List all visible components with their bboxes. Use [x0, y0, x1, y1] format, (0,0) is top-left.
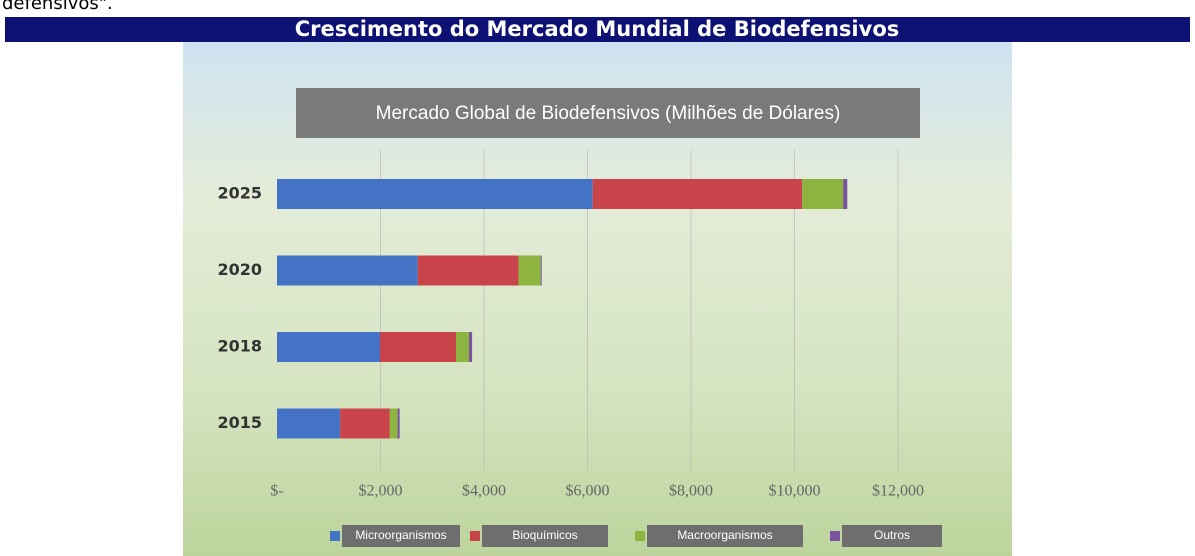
bar-segment [469, 332, 472, 362]
y-tick-label: 2020 [217, 260, 262, 279]
y-tick-label: 2015 [217, 413, 262, 432]
bar-segment [456, 332, 469, 362]
bar-segment [843, 179, 847, 209]
page: defensivos". Crescimento do Mercado Mund… [0, 0, 1195, 556]
chart: defensivos". Crescimento do Mercado Mund… [0, 0, 1195, 556]
x-tick-label: $8,000 [669, 483, 713, 500]
y-tick-label: 2025 [217, 184, 262, 203]
bar-segment [277, 179, 593, 209]
y-tick-label: 2018 [217, 337, 262, 356]
legend-swatch [635, 531, 645, 541]
bar-segment [418, 256, 519, 286]
bar-segment [380, 332, 456, 362]
legend-label: Microorganismos [355, 528, 446, 542]
x-tick-label: $2,000 [359, 483, 403, 500]
bar-segment [390, 409, 398, 439]
legend-swatch [470, 531, 480, 541]
text-fragment: defensivos". [2, 0, 113, 14]
legend-swatch [330, 531, 340, 541]
bar-segment [541, 256, 542, 286]
x-tick-label: $4,000 [462, 483, 506, 500]
x-tick-label: $12,000 [872, 483, 924, 500]
legend-label: Outros [874, 528, 910, 542]
legend-label: Macroorganismos [677, 528, 772, 542]
bar-segment [277, 332, 380, 362]
bar-segment [802, 179, 843, 209]
x-tick-label: $6,000 [566, 483, 610, 500]
banner-title: Crescimento do Mercado Mundial de Biodef… [295, 17, 900, 41]
x-tick-label: $10,000 [769, 483, 821, 500]
chart-title: Mercado Global de Biodefensivos (Milhões… [376, 103, 841, 124]
bar-segment [277, 256, 418, 286]
bar-segment [277, 409, 340, 439]
bar-segment [593, 179, 803, 209]
bar-segment [398, 409, 400, 439]
bar-segment [340, 409, 390, 439]
x-tick-label: $- [270, 483, 283, 500]
legend-label: Bioquímicos [512, 528, 577, 542]
legend-swatch [830, 531, 840, 541]
bar-segment [519, 256, 541, 286]
